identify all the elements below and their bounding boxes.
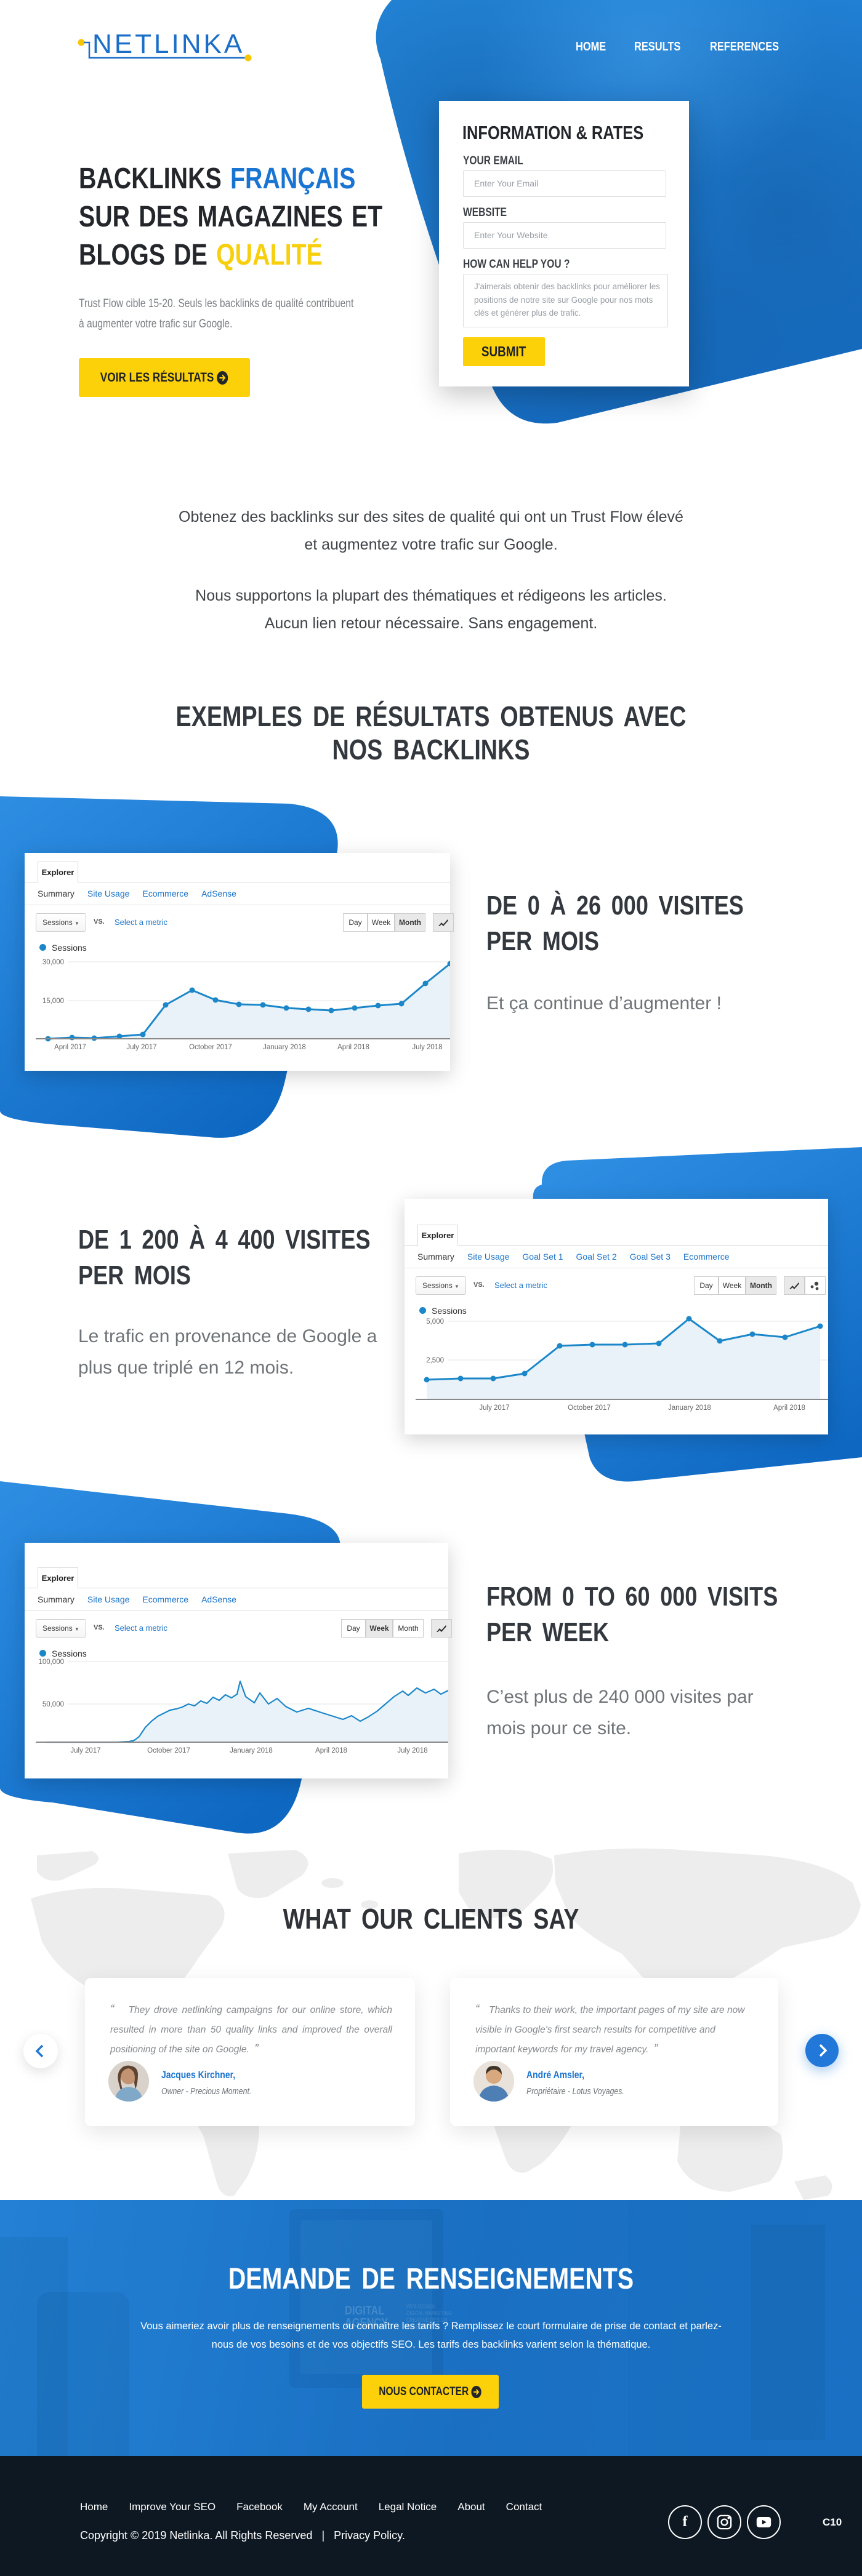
svg-text:January 2018: January 2018 [668, 1404, 711, 1412]
svg-text:October 2017: October 2017 [568, 1404, 611, 1412]
svg-text:30,000: 30,000 [42, 959, 64, 966]
svg-text:April 2018: April 2018 [337, 1044, 369, 1051]
svg-text:July 2018: July 2018 [412, 1044, 442, 1051]
svg-text:100,000: 100,000 [38, 1658, 64, 1666]
svg-text:April 2018: April 2018 [773, 1404, 805, 1412]
svg-text:January 2018: January 2018 [263, 1044, 306, 1051]
svg-text:April 2017: April 2017 [54, 1044, 86, 1051]
svg-text:July 2017: July 2017 [126, 1044, 156, 1051]
svg-text:July 2017: July 2017 [479, 1404, 509, 1412]
svg-text:July 2018: July 2018 [397, 1747, 427, 1754]
svg-text:July 2017: July 2017 [70, 1747, 100, 1754]
svg-text:October 2017: October 2017 [147, 1747, 190, 1754]
svg-text:50,000: 50,000 [42, 1701, 64, 1708]
svg-text:January 2018: January 2018 [230, 1747, 273, 1754]
svg-text:15,000: 15,000 [42, 998, 64, 1005]
svg-text:April 2018: April 2018 [315, 1747, 347, 1754]
svg-text:October 2017: October 2017 [189, 1044, 232, 1051]
svg-text:5,000: 5,000 [426, 1318, 444, 1326]
svg-text:2,500: 2,500 [426, 1357, 444, 1364]
